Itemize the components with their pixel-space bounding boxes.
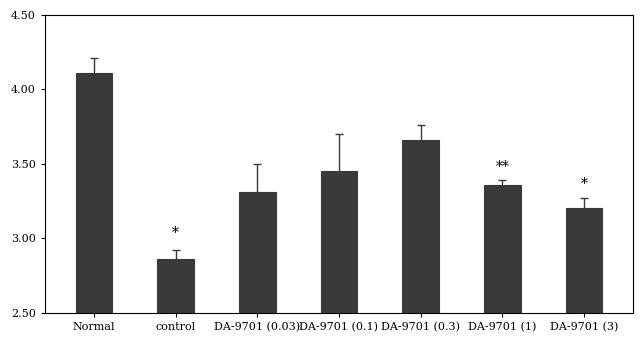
Bar bbox=[321, 171, 357, 343]
Bar bbox=[239, 192, 276, 343]
Text: *: * bbox=[172, 226, 179, 240]
Bar bbox=[157, 259, 194, 343]
Bar bbox=[484, 185, 520, 343]
Text: *: * bbox=[580, 177, 587, 191]
Text: **: ** bbox=[495, 160, 509, 174]
Bar bbox=[565, 209, 602, 343]
Bar bbox=[402, 140, 439, 343]
Bar bbox=[75, 73, 112, 343]
